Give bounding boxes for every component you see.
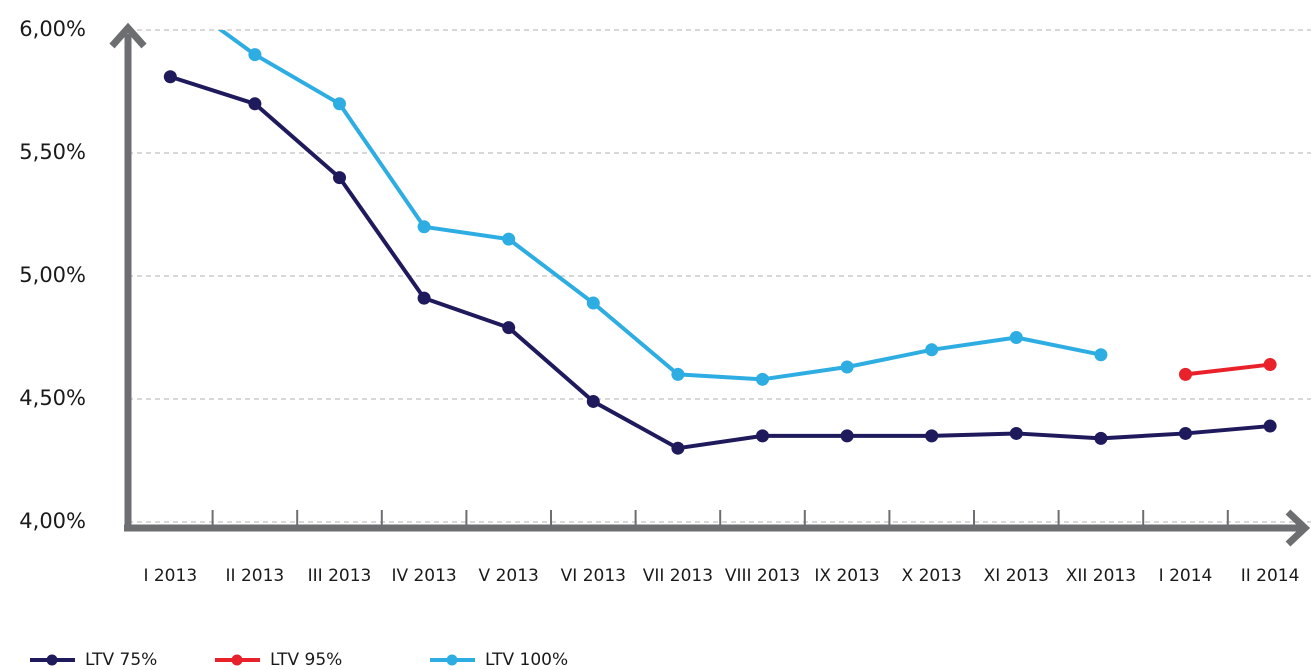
data-point bbox=[163, 70, 177, 84]
x-tick-label: V 2013 bbox=[479, 566, 539, 586]
y-tick-label: 5,00% bbox=[19, 263, 86, 287]
data-point bbox=[925, 343, 939, 357]
x-tick-label: VIII 2013 bbox=[725, 566, 800, 586]
x-tick-label: XII 2013 bbox=[1066, 566, 1136, 586]
legend-label: LTV 100% bbox=[485, 650, 568, 670]
data-point bbox=[840, 429, 854, 443]
data-point bbox=[417, 291, 431, 305]
x-tick-label: X 2013 bbox=[902, 566, 962, 586]
x-tick-label: I 2014 bbox=[1159, 566, 1213, 586]
data-point bbox=[671, 441, 685, 455]
x-tick-label: IV 2013 bbox=[391, 566, 456, 586]
data-point bbox=[1009, 426, 1023, 440]
data-point bbox=[333, 97, 346, 111]
plot-area bbox=[163, 30, 1277, 455]
data-point bbox=[756, 429, 769, 443]
y-tick-label: 5,50% bbox=[19, 140, 86, 164]
series-line bbox=[169, 74, 1271, 451]
x-tick-label: I 2013 bbox=[143, 566, 197, 586]
data-point bbox=[1179, 426, 1192, 440]
x-tick-label: XI 2013 bbox=[984, 566, 1049, 586]
data-point bbox=[840, 360, 854, 374]
y-tick-label: 6,00% bbox=[19, 17, 86, 41]
legend-marker bbox=[446, 654, 458, 666]
x-tick-label: II 2013 bbox=[226, 566, 285, 586]
x-axis-arrow bbox=[1285, 509, 1311, 547]
data-point bbox=[925, 429, 939, 443]
x-tick-label: VI 2013 bbox=[561, 566, 626, 586]
series-line bbox=[217, 30, 1102, 382]
x-tick-label: VII 2013 bbox=[643, 566, 713, 586]
data-point bbox=[586, 394, 600, 408]
data-point bbox=[248, 48, 262, 62]
data-point bbox=[502, 232, 516, 246]
x-tick-label: III 2013 bbox=[308, 566, 372, 586]
data-point bbox=[1263, 419, 1277, 433]
data-point bbox=[756, 372, 769, 386]
y-tick-label: 4,50% bbox=[19, 386, 86, 410]
legend-marker bbox=[46, 654, 58, 666]
y-tick-label: 4,00% bbox=[19, 509, 86, 533]
data-point bbox=[248, 97, 262, 111]
series-line bbox=[1185, 362, 1271, 377]
data-point bbox=[333, 171, 346, 185]
labels: 4,00% 4,50% 5,00% 5,50% 6,00% I 2013 II 2013 II… bbox=[19, 17, 1299, 670]
data-point bbox=[1094, 431, 1108, 445]
axes bbox=[109, 22, 1311, 547]
legend-label: LTV 95% bbox=[270, 650, 342, 670]
data-point bbox=[586, 296, 600, 310]
data-point bbox=[417, 220, 431, 234]
data-point bbox=[1179, 367, 1192, 381]
data-point bbox=[1009, 331, 1023, 344]
data-point bbox=[1094, 348, 1108, 362]
y-axis-arrow bbox=[109, 22, 147, 49]
x-tick-label: IX 2013 bbox=[814, 566, 879, 586]
x-tick-label: II 2014 bbox=[1241, 566, 1300, 586]
grid bbox=[128, 29, 1311, 526]
legend-marker bbox=[231, 654, 243, 666]
data-point bbox=[671, 367, 685, 381]
data-point bbox=[502, 321, 516, 335]
data-point bbox=[1263, 358, 1277, 372]
legend-label: LTV 75% bbox=[85, 650, 157, 670]
